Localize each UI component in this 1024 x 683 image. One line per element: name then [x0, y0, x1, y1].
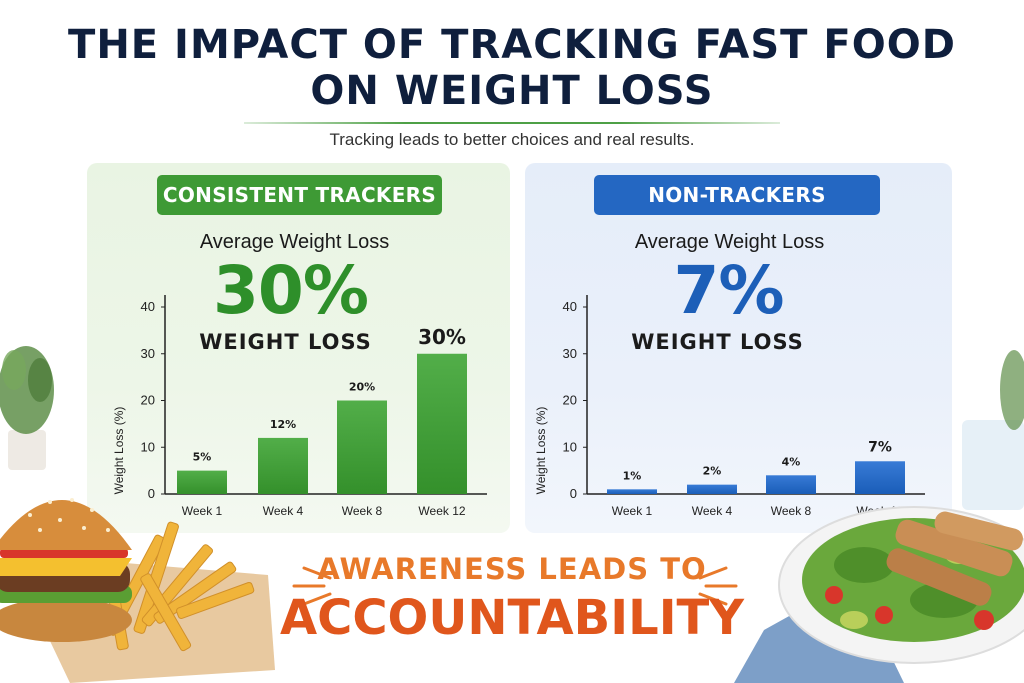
tagline-line-1: AWARENESS LEADS TO — [317, 552, 707, 586]
title-divider — [244, 122, 780, 124]
page-subtitle: Tracking leads to better choices and rea… — [329, 130, 695, 149]
trackers-big-value: 30% — [213, 252, 369, 329]
trackers-loss-word: WEIGHT LOSS — [199, 330, 372, 354]
non-trackers-average-label: Average Weight Loss — [634, 231, 825, 253]
page-title: THE IMPACT OF TRACKING FAST FOOD ON WEIG… — [0, 22, 1024, 114]
bar — [855, 461, 905, 494]
x-tick-label: Week 1 — [612, 504, 653, 518]
x-tick-label: Week 8 — [771, 504, 812, 518]
plant-icon — [0, 346, 54, 470]
y-tick-label: 30 — [141, 346, 155, 361]
bar-data-label: 1% — [623, 469, 642, 482]
bar-data-label: 12% — [270, 418, 296, 431]
x-tick-label: Week 12 — [418, 504, 465, 518]
burger-icon — [0, 498, 132, 642]
bar-data-label: 20% — [349, 381, 375, 394]
trackers-heading: CONSISTENT TRACKERS — [157, 175, 442, 215]
x-tick-label: Week 4 — [263, 504, 304, 518]
title-line-1: THE IMPACT OF TRACKING FAST FOOD — [68, 22, 956, 68]
y-tick-label: 20 — [563, 393, 577, 408]
trackers-bar-chart: 0 10 20 30 40 Weight Loss (%) 5% Week 1 12% Week … — [112, 295, 487, 518]
title-line-2: ON WEIGHT LOSS — [310, 68, 714, 114]
non-trackers-heading: NON-TRACKERS — [594, 175, 880, 215]
y-tick-label: 30 — [563, 346, 577, 361]
trackers-average-label: Average Weight Loss — [199, 231, 390, 253]
y-axis-label: Weight Loss (%) — [112, 407, 126, 495]
salad-icon — [825, 511, 1023, 630]
bar-data-label: 30% — [418, 325, 466, 349]
burger-fries-illustration — [0, 346, 275, 683]
bar — [417, 353, 467, 494]
x-tick-label: Week 1 — [182, 504, 223, 518]
bar — [766, 475, 816, 494]
y-tick-label: 0 — [570, 486, 577, 501]
y-tick-label: 40 — [141, 299, 155, 314]
y-tick-label: 10 — [563, 439, 577, 454]
x-tick-label: Week 4 — [692, 504, 733, 518]
glass-icon — [962, 350, 1024, 510]
bar-data-label: 7% — [868, 439, 892, 455]
bar-data-label: 5% — [193, 451, 212, 464]
non-trackers-panel: NON-TRACKERS Average Weight Loss 7% WEIG… — [525, 163, 952, 533]
y-tick-label: 40 — [563, 299, 577, 314]
y-tick-label: 20 — [141, 393, 155, 408]
right-sparks-icon — [698, 566, 738, 606]
x-tick-label: Week 8 — [342, 504, 383, 518]
trackers-panel: CONSISTENT TRACKERS Average Weight Loss … — [87, 163, 510, 533]
salad-illustration — [734, 350, 1024, 683]
non-trackers-big-value: 7% — [673, 252, 784, 329]
left-sparks-icon — [292, 566, 332, 606]
non-trackers-bar-chart: 0 10 20 30 40 Weight Loss (%) 1% Week 1 2% Week 4… — [534, 295, 925, 518]
bar — [687, 484, 737, 494]
tagline-line-2: ACCOUNTABILITY — [279, 590, 745, 646]
bar — [258, 437, 308, 494]
bar-data-label: 4% — [782, 455, 801, 468]
bar — [337, 400, 387, 494]
non-trackers-loss-word: WEIGHT LOSS — [631, 330, 804, 354]
y-tick-label: 10 — [141, 439, 155, 454]
bar — [607, 489, 657, 494]
y-tick-label: 0 — [148, 486, 155, 501]
bar — [177, 470, 227, 494]
bar-data-label: 2% — [703, 465, 722, 478]
y-axis-label: Weight Loss (%) — [534, 407, 548, 495]
